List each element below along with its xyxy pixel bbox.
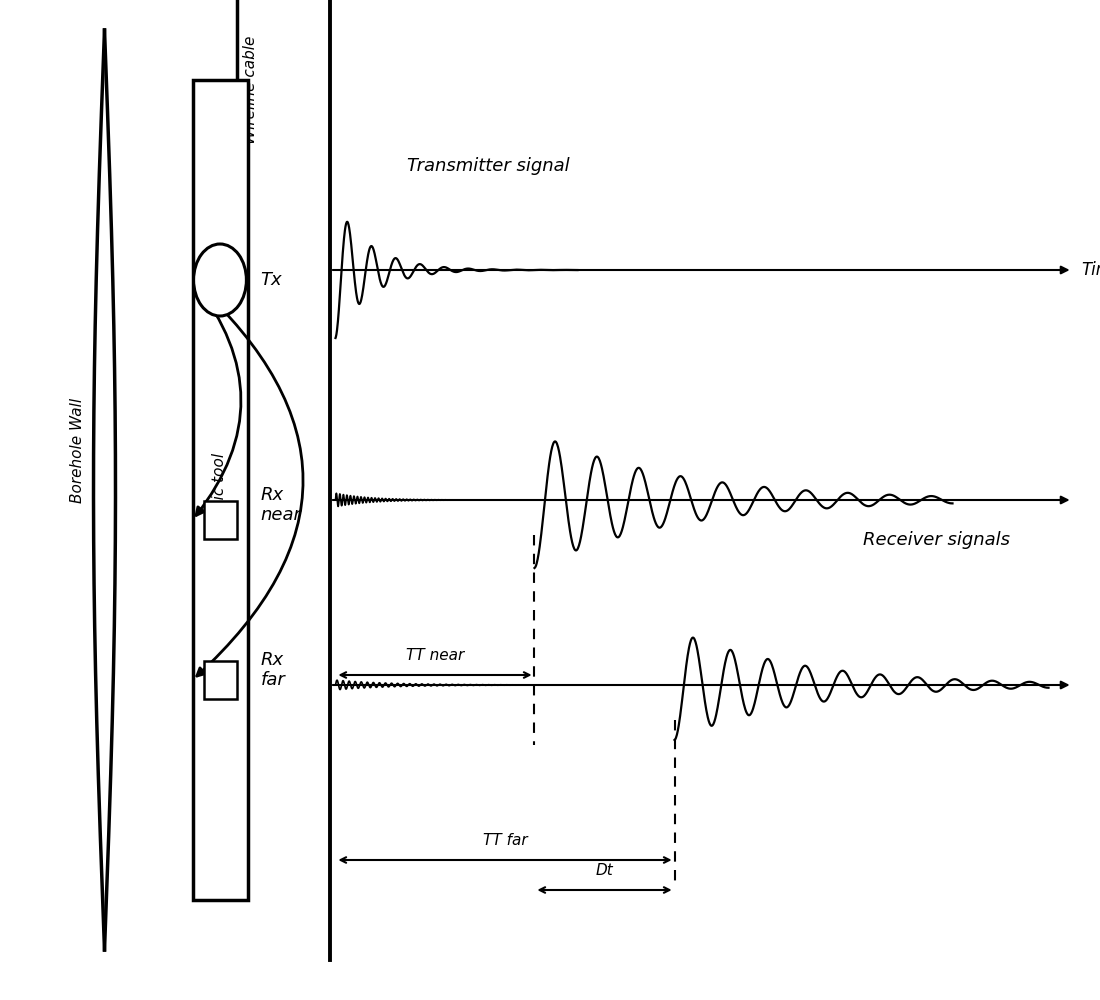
Bar [204, 661, 236, 699]
Text: Wireline cable: Wireline cable [243, 36, 258, 144]
Text: Dt: Dt [595, 863, 614, 878]
Text: Transmitter signal: Transmitter signal [407, 157, 570, 175]
Bar [192, 80, 248, 900]
Text: Receiver signals: Receiver signals [864, 531, 1011, 549]
Ellipse shape [194, 244, 246, 316]
Text: Tx: Tx [261, 271, 283, 289]
Bar [204, 501, 236, 539]
Text: Time: Time [1081, 261, 1100, 279]
Text: Rx
far: Rx far [261, 651, 286, 689]
Text: Rx
near: Rx near [261, 486, 301, 524]
Text: Sonic tool: Sonic tool [212, 452, 228, 528]
Text: TT near: TT near [406, 648, 464, 663]
Text: Borehole Wall: Borehole Wall [69, 397, 85, 503]
Text: TT far: TT far [483, 833, 527, 848]
